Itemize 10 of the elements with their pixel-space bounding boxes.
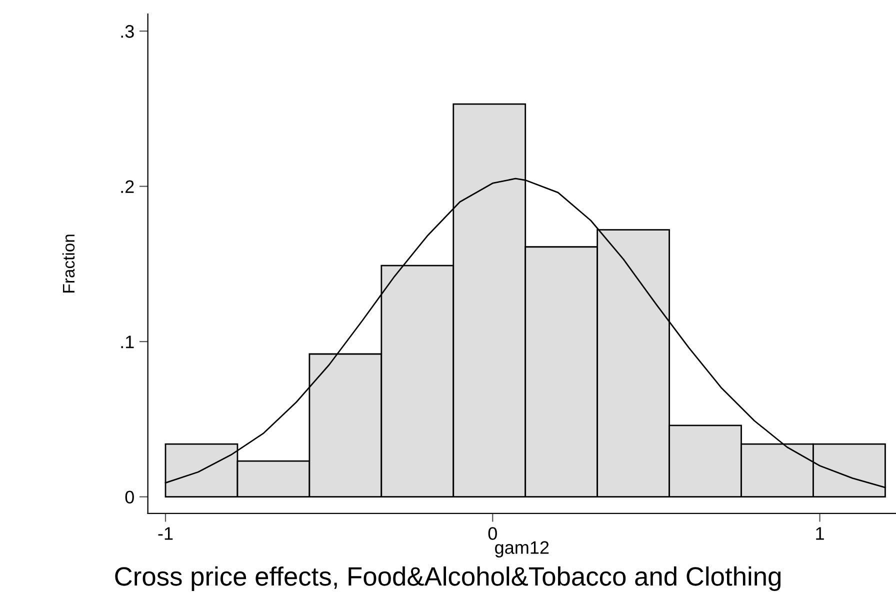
y-tick-label: 0 <box>125 490 134 504</box>
y-tick-label: .3 <box>121 25 134 38</box>
y-tick-label: .2 <box>121 180 134 193</box>
y-tick-label: .1 <box>121 336 134 348</box>
x-axis-title: gam12 <box>495 541 549 558</box>
y-axis-title: Fraction <box>62 234 75 292</box>
x-tick-label: -1 <box>158 527 173 540</box>
x-tick-label: 0 <box>488 527 497 540</box>
x-tick-label: 1 <box>816 527 824 540</box>
text: Cross price effects, Food&Alcohol&Tobacco and Clothing <box>115 566 781 592</box>
